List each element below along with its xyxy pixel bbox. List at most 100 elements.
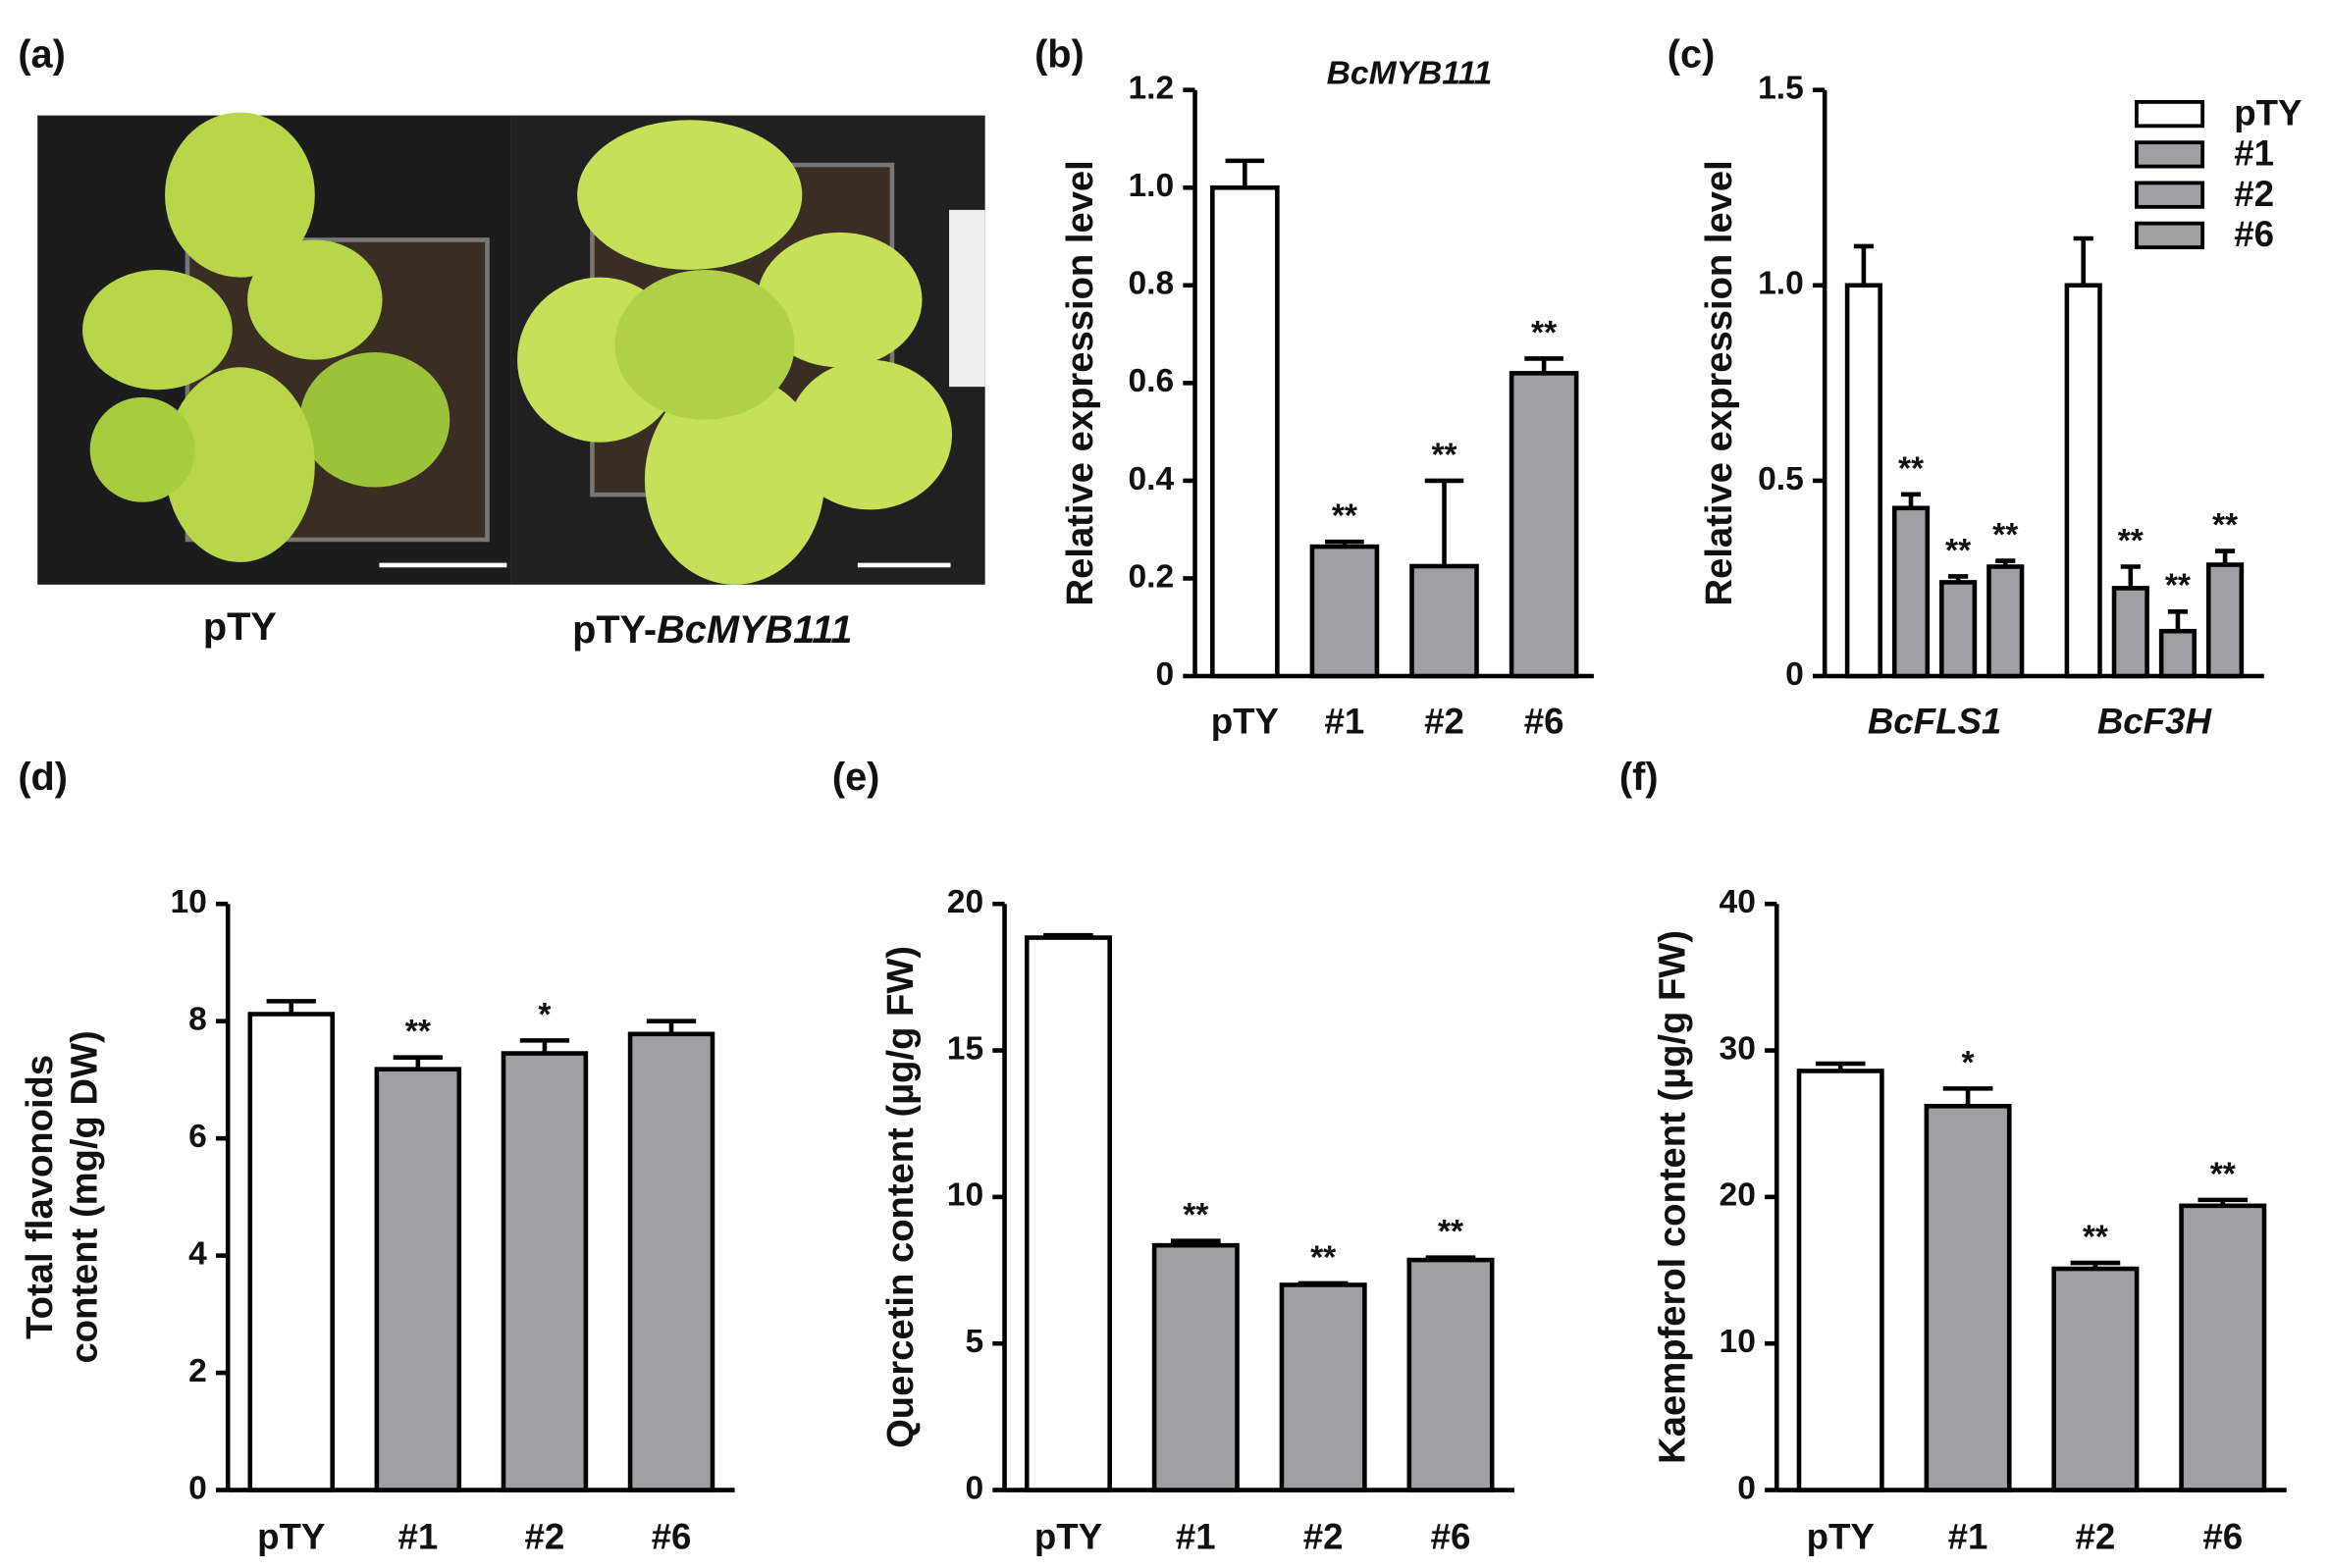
x-tick-label: pTY [1211, 702, 1279, 742]
panel-label: (d) [18, 756, 68, 799]
photo-caption: pTY [203, 605, 277, 649]
plant [82, 112, 450, 562]
bar [1844, 283, 1882, 679]
y-axis-label: Quercetin content (µg/g FW) [879, 946, 922, 1448]
legend-label: #1 [2234, 133, 2274, 174]
x-tick-label: #2 [525, 1517, 565, 1557]
significance: ** [1431, 437, 1457, 473]
photo-caption: pTY- [572, 608, 657, 652]
chart-title: BcMYB111 [1327, 55, 1493, 91]
photo [37, 112, 985, 585]
photo-caption: BcMYB111 [657, 608, 852, 652]
legend-swatch [2135, 140, 2205, 169]
significance: ** [1945, 533, 1972, 569]
y-tick-label: 0 [1737, 1470, 1756, 1506]
bar [1796, 1069, 1884, 1492]
y-axis-label: Relative expression level [1059, 160, 1101, 605]
x-tick-label: #6 [1524, 702, 1564, 742]
bar [1024, 935, 1112, 1492]
y-tick-label: 2 [188, 1353, 207, 1389]
panel-label: (f) [1619, 756, 1659, 799]
y-tick-label: 0 [1155, 656, 1174, 693]
y-tick-label: 0.6 [1128, 363, 1174, 399]
bar [2111, 586, 2149, 679]
panel-label: (b) [1034, 33, 1085, 77]
y-tick-label: 20 [947, 884, 983, 920]
y-tick-label: 0.4 [1128, 461, 1174, 497]
bar [374, 1067, 462, 1492]
bar [1151, 1242, 1240, 1492]
plant [517, 120, 953, 585]
x-tick-label: #2 [1303, 1517, 1344, 1557]
y-tick-label: 20 [1720, 1177, 1756, 1214]
significance: ** [2210, 1156, 2237, 1192]
y-axis-label: Kaempferol content (µg/g FW) [1652, 930, 1694, 1464]
significance: * [1962, 1045, 1976, 1081]
bar [1409, 563, 1479, 679]
x-tick-label: pTY [1807, 1517, 1875, 1557]
y-tick-label: 1.2 [1128, 71, 1174, 107]
x-tick-label: #2 [1424, 702, 1464, 742]
significance: * [538, 997, 552, 1033]
bar [501, 1051, 589, 1492]
significance: ** [2212, 507, 2239, 544]
y-tick-label: 10 [1720, 1324, 1756, 1360]
bar [1406, 1257, 1495, 1492]
significance: ** [1992, 517, 2019, 553]
bar [2179, 1203, 2267, 1492]
x-tick-label: #1 [397, 1517, 438, 1557]
legend-swatch [2135, 181, 2205, 209]
panel-label: (c) [1668, 33, 1716, 77]
bar [627, 1031, 715, 1492]
checker [949, 209, 985, 388]
y-tick-label: 0.5 [1758, 461, 1804, 497]
y-tick-label: 10 [947, 1177, 983, 1214]
significance: ** [1531, 315, 1558, 351]
panel-label: (a) [18, 33, 66, 77]
y-tick-label: 0 [188, 1470, 207, 1506]
y-tick-label: 1.5 [1758, 71, 1804, 107]
x-tick-label: #6 [1431, 1517, 1471, 1557]
panel-label: (e) [832, 756, 880, 799]
bar [1986, 564, 2025, 679]
x-tick-label: #1 [1325, 702, 1365, 742]
significance: ** [405, 1014, 432, 1050]
y-tick-label: 8 [188, 1002, 207, 1038]
x-tick-label: #6 [652, 1517, 692, 1557]
x-tick-label: #6 [2202, 1517, 2243, 1557]
y-tick-label: 10 [170, 884, 206, 920]
significance: ** [1310, 1239, 1337, 1276]
bar [2051, 1266, 2140, 1492]
y-tick-label: 0 [1785, 656, 1804, 693]
legend-swatch [2135, 100, 2205, 129]
bar [1939, 580, 1978, 679]
significance: ** [1332, 498, 1358, 535]
bar [2205, 562, 2245, 679]
bar [1509, 371, 1579, 679]
x-tick-label: #1 [1176, 1517, 1216, 1557]
y-axis-label: Total flavonoids [19, 1055, 61, 1339]
y-tick-label: 0 [965, 1470, 983, 1506]
y-tick-label: 0.2 [1128, 558, 1174, 595]
y-tick-label: 30 [1720, 1030, 1756, 1067]
x-tick-label: #1 [1948, 1517, 1988, 1557]
significance: ** [2083, 1220, 2109, 1256]
y-tick-label: 1.0 [1128, 168, 1174, 204]
bar [1279, 1282, 1367, 1492]
y-tick-label: 5 [965, 1324, 983, 1360]
x-tick-label: #2 [2076, 1517, 2116, 1557]
x-tick-label: BcF3H [2097, 702, 2213, 742]
y-tick-label: 15 [947, 1030, 983, 1067]
y-tick-label: 6 [188, 1119, 207, 1155]
significance: ** [1183, 1197, 1209, 1233]
significance: ** [1898, 450, 1925, 487]
legend-swatch [2135, 221, 2205, 250]
x-tick-label: pTY [257, 1517, 325, 1557]
bar [247, 1012, 335, 1492]
bar [2064, 283, 2102, 679]
y-axis-label: Relative expression level [1698, 160, 1740, 605]
bar [2158, 628, 2198, 679]
significance: ** [1438, 1214, 1464, 1250]
